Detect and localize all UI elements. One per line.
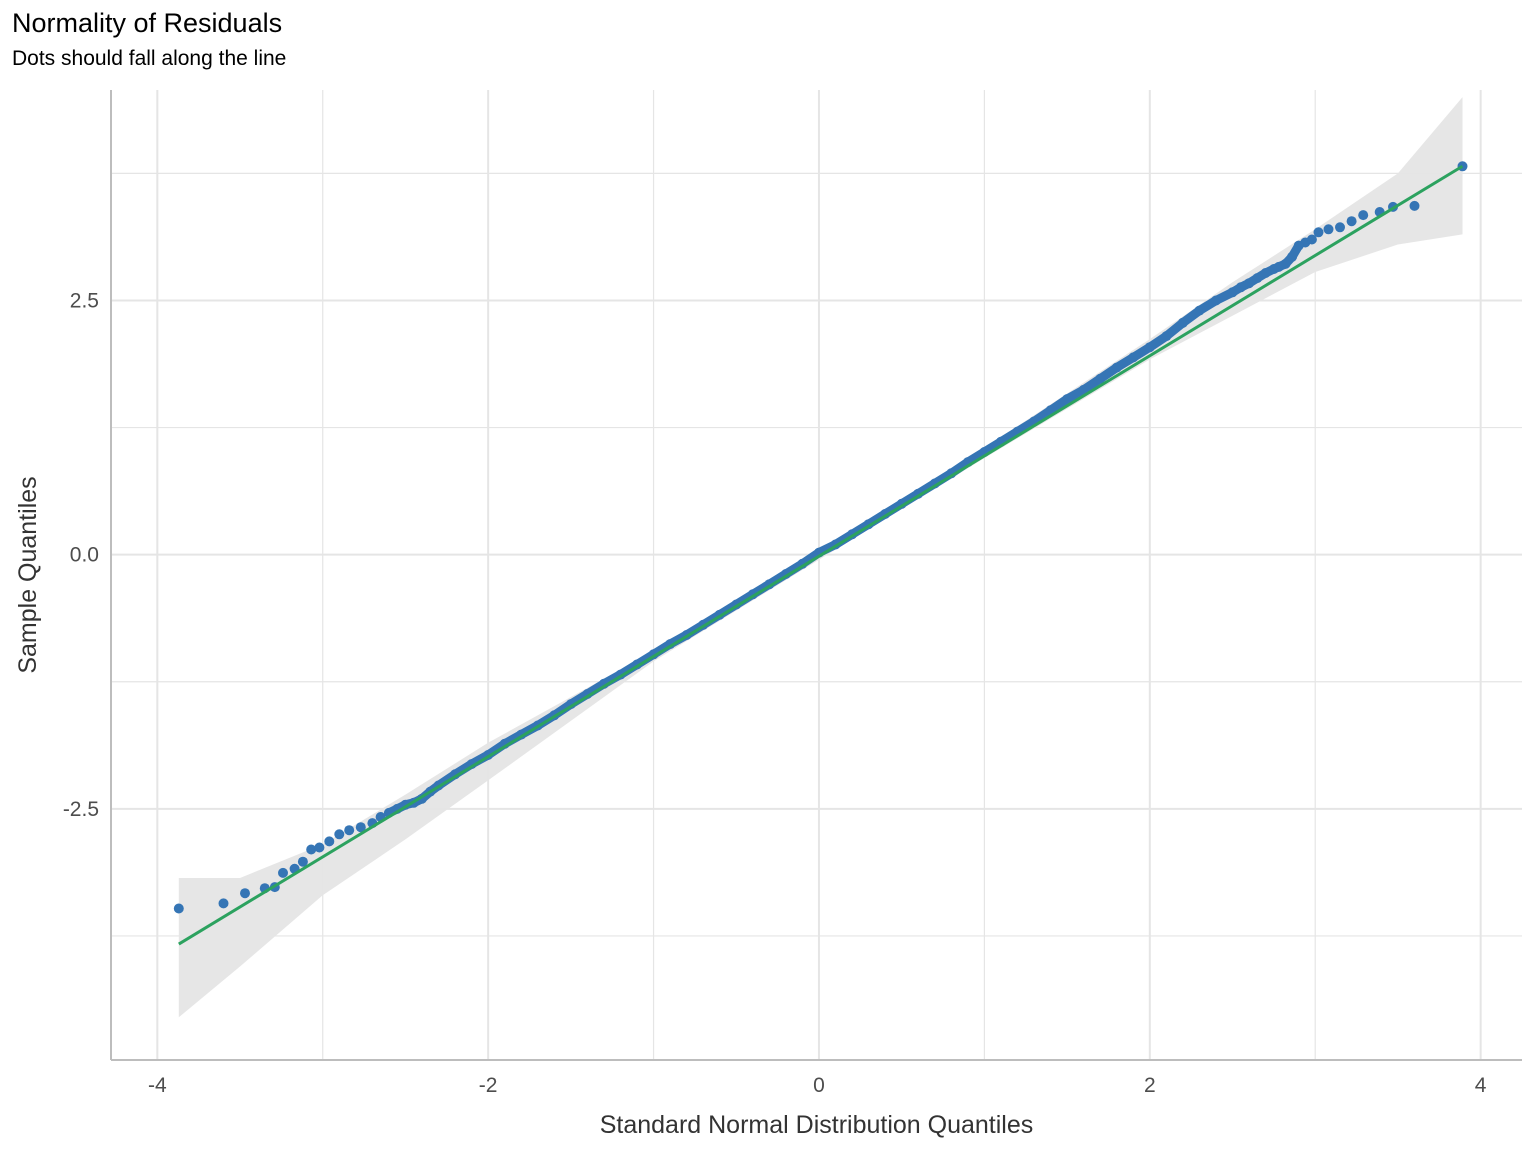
x-tick-label: 0 <box>813 1074 825 1097</box>
data-point <box>278 867 288 878</box>
grid-minor <box>111 90 1522 1060</box>
grid-major <box>111 90 1522 1060</box>
data-point <box>1335 222 1345 233</box>
x-tick-label: -4 <box>148 1074 167 1097</box>
data-point <box>218 898 229 909</box>
data-point <box>1346 216 1357 227</box>
x-tick-label: -2 <box>479 1074 498 1097</box>
data-point <box>1409 200 1420 211</box>
data-point <box>297 856 308 867</box>
reference-line <box>178 164 1464 946</box>
x-tick-label: 4 <box>1475 1074 1487 1097</box>
x-tick-label: 2 <box>1144 1074 1156 1097</box>
y-tick-labels: -2.5 0.0 2.5 <box>63 289 99 820</box>
data-point <box>324 836 335 847</box>
data-point <box>1323 224 1334 235</box>
data-point <box>240 888 250 899</box>
axes-layer <box>110 90 1522 1061</box>
y-tick-label: 0.0 <box>70 544 99 567</box>
data-point <box>1306 234 1317 245</box>
chart-title: Normality of Residuals <box>12 8 283 38</box>
y-tick-label: -2.5 <box>63 798 99 821</box>
x-tick-labels: -4 -2 0 2 4 <box>148 1074 1487 1097</box>
reference-line-layer <box>178 164 1464 946</box>
chart-subtitle: Dots should fall along the line <box>12 47 287 70</box>
data-point <box>355 822 366 833</box>
x-axis-title: Standard Normal Distribution Quantiles <box>600 1111 1034 1139</box>
y-tick-label: 2.5 <box>70 289 99 312</box>
data-point <box>334 829 345 840</box>
data-point <box>1358 210 1369 221</box>
data-point <box>1313 227 1324 238</box>
data-point <box>344 825 355 836</box>
data-point <box>306 844 317 855</box>
point-cluster <box>384 241 1304 818</box>
points-layer <box>173 161 1468 914</box>
data-point <box>314 842 325 853</box>
y-axis-title: Sample Quantiles <box>14 476 42 673</box>
data-point <box>173 903 184 914</box>
